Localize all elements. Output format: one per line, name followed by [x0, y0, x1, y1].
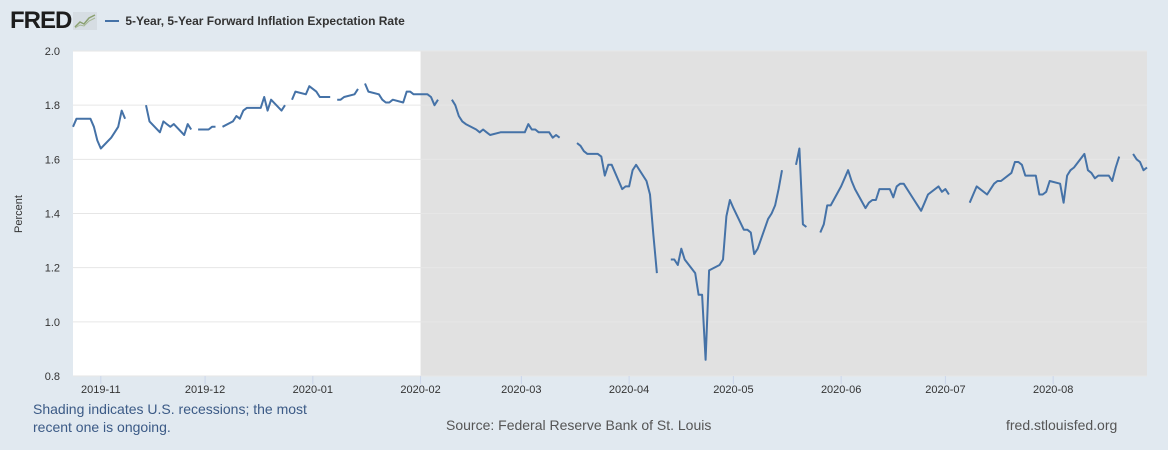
y-tick-label: 0.8	[45, 371, 60, 383]
y-tick-label: 1.6	[45, 154, 60, 166]
series-line-segment[interactable]	[222, 96, 286, 128]
series-line-segment[interactable]	[72, 109, 127, 150]
series-line-segment[interactable]	[819, 169, 950, 233]
x-tick-label: 2020-07	[925, 384, 965, 396]
site-link[interactable]: fred.stlouisfed.org	[1006, 417, 1118, 433]
y-tick-label: 1.4	[45, 209, 60, 221]
x-tick-label: 2019-11	[81, 384, 121, 396]
legend-swatch	[105, 20, 120, 22]
x-tick-label: 2020-03	[501, 384, 541, 396]
legend-label: 5-Year, 5-Year Forward Inflation Expecta…	[125, 14, 405, 28]
series-line-segment[interactable]	[145, 104, 193, 136]
fred-logo[interactable]: FRED	[10, 7, 72, 34]
series-line-segment[interactable]	[451, 99, 561, 139]
x-tick-label: 2020-05	[713, 384, 753, 396]
x-tick-label: 2019-12	[185, 384, 225, 396]
series-line-segment[interactable]	[795, 147, 808, 228]
chart-header: FRED 5-Year, 5-Year Forward Inflation Ex…	[10, 6, 405, 36]
series-line-segment[interactable]	[364, 83, 439, 107]
y-tick-label: 1.8	[45, 100, 60, 112]
source-text: Source: Federal Reserve Bank of St. Loui…	[446, 417, 712, 433]
series-line-segment[interactable]	[670, 170, 783, 361]
x-tick-label: 2020-04	[609, 384, 649, 396]
series-line-segment[interactable]	[291, 85, 331, 101]
chart-line-icon	[73, 12, 98, 30]
series-line-segment[interactable]	[968, 152, 1121, 204]
y-tick-label: 1.2	[45, 263, 60, 275]
series-line-segment[interactable]	[1132, 153, 1148, 172]
y-tick-label: 2.0	[45, 46, 60, 58]
series-line-segment[interactable]	[198, 125, 216, 131]
x-tick-label: 2020-06	[821, 384, 861, 396]
recession-shading-note[interactable]: Shading indicates U.S. recessions; the m…	[33, 401, 307, 435]
x-tick-label: 2020-08	[1033, 384, 1073, 396]
series-line-segment[interactable]	[576, 142, 658, 274]
series-line-segment[interactable]	[337, 88, 359, 101]
y-axis-title: Percent	[13, 195, 25, 233]
y-tick-label: 1.0	[45, 317, 60, 329]
legend[interactable]: 5-Year, 5-Year Forward Inflation Expecta…	[105, 14, 405, 28]
x-tick-label: 2020-02	[400, 384, 440, 396]
x-tick-label: 2020-01	[293, 384, 333, 396]
